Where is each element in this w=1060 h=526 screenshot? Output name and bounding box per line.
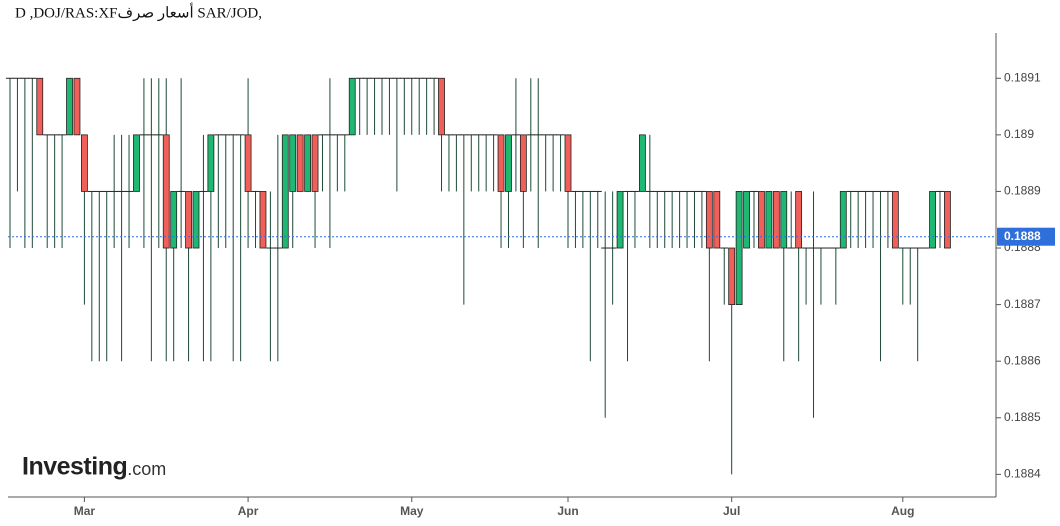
candle-body [616,191,624,249]
candle-body [81,134,88,192]
candle-body [564,134,572,192]
candle-body [839,191,847,249]
logo-brand: Investing [22,453,127,481]
x-tick-label: Mar [74,504,96,518]
candle-body [244,134,252,192]
candle-body [289,134,297,192]
candle-body [772,191,780,249]
y-tick-label: 0.1887 [1004,297,1041,311]
y-tick-label: 0.1891 [1004,70,1041,84]
candle-body [170,191,178,249]
candle-body [66,77,73,136]
candle-body [311,134,319,192]
logo-suffix: .com [127,459,166,479]
candle-body [281,134,289,249]
y-tick-label: 0.1886 [1004,353,1041,367]
candle-body [705,191,713,249]
candle-body [36,77,44,136]
candle-body [728,247,736,306]
candle-body [497,134,505,192]
y-tick-label: 0.1884 [1004,467,1041,481]
y-tick-label: 0.189 [1004,127,1034,141]
candle-body [348,77,356,136]
x-tick-label: Apr [238,504,259,518]
candle-body [743,191,750,249]
candle-body [929,191,936,249]
chart-title: D ,DOJ/RAS:XFأسعار صرف SAR/JOD, [15,2,262,21]
candle-body [944,191,951,249]
candle-body [765,191,773,249]
candle-body [713,191,721,249]
candle-body [758,191,765,249]
x-tick-label: Jun [557,504,578,518]
candle-body [185,191,192,249]
candle-body [162,134,170,249]
last-price-box [997,227,1055,246]
candle-body [505,134,512,192]
x-tick-label: May [400,504,424,518]
candle-body [296,134,304,192]
candle-body [639,134,646,192]
candle-body [519,134,527,192]
last-price-label: 0.1888 [1004,229,1041,243]
candle-body [133,134,140,192]
y-tick-label: 0.1885 [1004,410,1041,424]
candle-body [438,77,445,136]
x-tick-label: Jul [723,504,740,518]
candle-body [780,191,788,249]
candle-body [259,191,267,249]
candle-body [795,191,803,249]
x-tick-label: Aug [891,504,914,518]
candle-body [891,191,899,249]
candle-body [192,191,200,249]
candle-body [207,134,215,192]
candle-body [735,191,743,306]
candle-body [73,77,81,136]
y-tick-label: 0.1889 [1004,184,1041,198]
candle-body [304,134,312,192]
